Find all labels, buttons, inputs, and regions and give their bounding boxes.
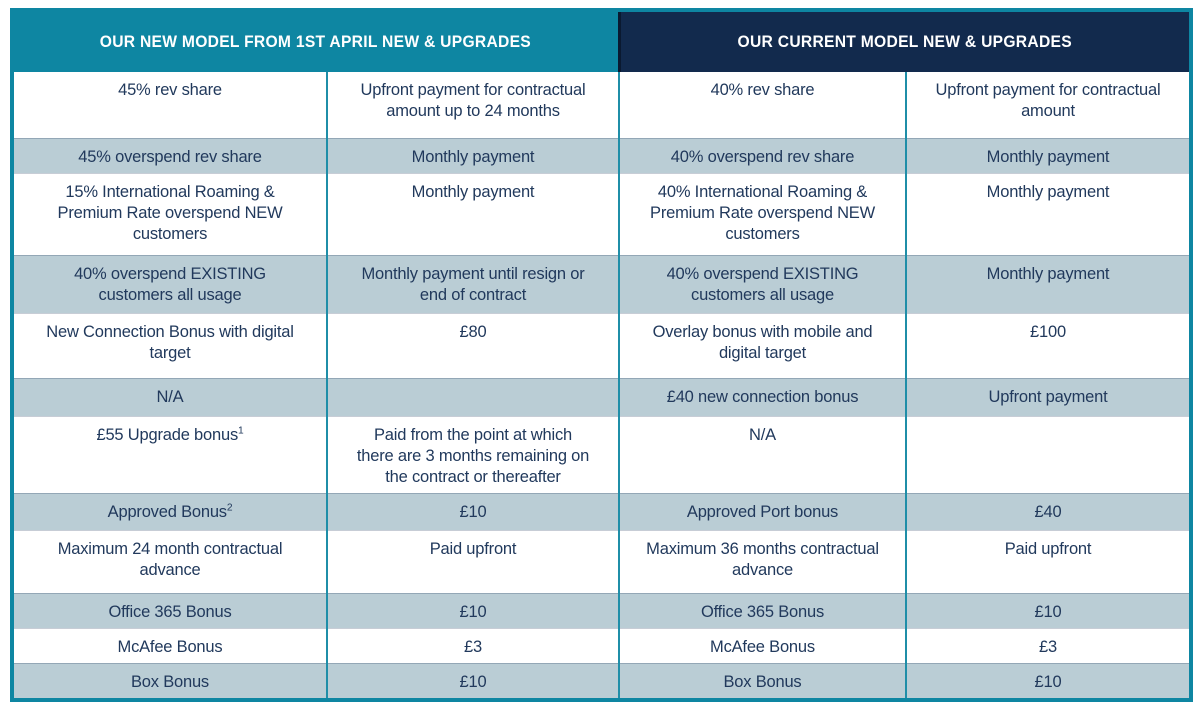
table-cell: 40% overspend rev share bbox=[618, 137, 906, 174]
table-cell: Approved Port bonus bbox=[618, 492, 906, 531]
footnote-marker: 2 bbox=[226, 502, 233, 513]
table-cell: Paid from the point at which there are 3… bbox=[326, 416, 619, 493]
table-row: New Connection Bonus with digital target… bbox=[12, 313, 1191, 378]
table-cell: Maximum 24 month contractual advance bbox=[12, 530, 327, 593]
header-row: OUR NEW MODEL FROM 1ST APRIL NEW & UPGRA… bbox=[12, 10, 1191, 72]
table-row: 45% rev share Upfront payment for contrac… bbox=[12, 72, 1191, 138]
footnote-marker: 1 bbox=[238, 425, 244, 436]
table-cell: McAfee Bonus bbox=[12, 628, 327, 663]
table-cell: McAfee Bonus bbox=[618, 628, 906, 663]
table-row: Approved Bonus2 £10 Approved Port bonus £40 bbox=[12, 492, 1191, 531]
table-row: 15% International Roaming & Premium Rate… bbox=[12, 173, 1191, 255]
table-cell: Paid upfront bbox=[905, 530, 1191, 593]
table-cell: Monthly payment bbox=[905, 254, 1191, 314]
table-row: Maximum 24 month contractual advance Paid… bbox=[12, 530, 1191, 593]
header-new-model: OUR NEW MODEL FROM 1ST APRIL NEW & UPGRA… bbox=[12, 10, 619, 72]
table-cell: 45% overspend rev share bbox=[12, 137, 327, 174]
table-cell: Box Bonus bbox=[618, 662, 906, 700]
table-cell: Box Bonus bbox=[12, 662, 327, 700]
table-cell: £40 new connection bonus bbox=[618, 377, 906, 417]
table-cell: £10 bbox=[905, 662, 1191, 700]
table-cell: Monthly payment bbox=[905, 137, 1191, 174]
table-cell: New Connection Bonus with digital target bbox=[12, 313, 327, 378]
table-row: 40% overspend EXISTING customers all usa… bbox=[12, 254, 1191, 314]
table-cell: 40% rev share bbox=[618, 72, 906, 138]
table-cell: £80 bbox=[326, 313, 619, 378]
table-cell: £10 bbox=[326, 492, 619, 531]
table-cell: 40% overspend EXISTING customers all usa… bbox=[12, 254, 327, 314]
table-cell: £3 bbox=[326, 628, 619, 663]
table-cell: Maximum 36 months contractual advance bbox=[618, 530, 906, 593]
table-cell: 40% overspend EXISTING customers all usa… bbox=[618, 254, 906, 314]
table-cell: N/A bbox=[618, 416, 906, 493]
table-row: £55 Upgrade bonus1 Paid from the point at… bbox=[12, 416, 1191, 493]
table-cell: £10 bbox=[326, 592, 619, 629]
header-new-model-label: OUR NEW MODEL FROM 1ST APRIL NEW & UPGRA… bbox=[100, 32, 532, 51]
table-cell: £10 bbox=[905, 592, 1191, 629]
table-row: N/A £40 new connection bonus Upfront payme… bbox=[12, 377, 1191, 417]
table-row: McAfee Bonus £3 McAfee Bonus £3 bbox=[12, 628, 1191, 663]
table-cell: Office 365 Bonus bbox=[12, 592, 327, 629]
table-cell: 45% rev share bbox=[12, 72, 327, 138]
header-current-model-label: OUR CURRENT MODEL NEW & UPGRADES bbox=[737, 32, 1072, 51]
table-cell: Office 365 Bonus bbox=[618, 592, 906, 629]
comparison-table: OUR NEW MODEL FROM 1ST APRIL NEW & UPGRA… bbox=[10, 8, 1193, 702]
table-cell bbox=[905, 416, 1191, 493]
table-cell: Upfront payment for contractual amount u… bbox=[326, 72, 619, 138]
table-cell: £3 bbox=[905, 628, 1191, 663]
table-cell: Upfront payment for contractual amount bbox=[905, 72, 1191, 138]
table-cell: Paid upfront bbox=[326, 530, 619, 593]
table-cell: Approved Bonus2 bbox=[12, 492, 327, 531]
table-cell: £10 bbox=[326, 662, 619, 700]
table-cell: Monthly payment bbox=[326, 173, 619, 255]
table-cell: £55 Upgrade bonus1 bbox=[12, 416, 327, 493]
table-cell: 40% International Roaming & Premium Rate… bbox=[618, 173, 906, 255]
table-cell: Overlay bonus with mobile and digital ta… bbox=[618, 313, 906, 378]
table-cell: Monthly payment bbox=[905, 173, 1191, 255]
table-body: 45% rev share Upfront payment for contrac… bbox=[12, 72, 1191, 700]
table-cell: £100 bbox=[905, 313, 1191, 378]
table-row: 45% overspend rev share Monthly payment 40… bbox=[12, 137, 1191, 174]
table-cell: 15% International Roaming & Premium Rate… bbox=[12, 173, 327, 255]
table-cell: N/A bbox=[12, 377, 327, 417]
table-row: Office 365 Bonus £10 Office 365 Bonus £10 bbox=[12, 592, 1191, 629]
table-cell: £40 bbox=[905, 492, 1191, 531]
table-cell bbox=[326, 377, 619, 417]
table-cell: Monthly payment until resign or end of c… bbox=[326, 254, 619, 314]
table-cell: Upfront payment bbox=[905, 377, 1191, 417]
table-row: Box Bonus £10 Box Bonus £10 bbox=[12, 662, 1191, 700]
table-cell: Monthly payment bbox=[326, 137, 619, 174]
header-current-model: OUR CURRENT MODEL NEW & UPGRADES bbox=[617, 10, 1191, 72]
